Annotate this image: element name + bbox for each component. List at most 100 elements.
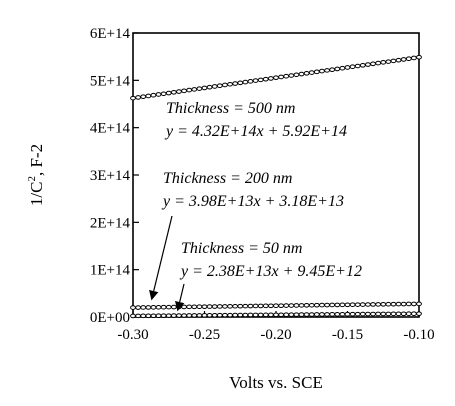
data-point — [416, 301, 422, 307]
data-point — [365, 62, 371, 67]
data-point — [242, 303, 249, 309]
data-point — [339, 311, 346, 317]
data-point — [145, 313, 152, 319]
data-point — [181, 304, 187, 310]
y-tick-label: 3E+14 — [90, 168, 131, 184]
data-point — [247, 312, 254, 318]
data-point — [196, 304, 203, 310]
data-point — [135, 305, 142, 310]
data-point — [257, 312, 264, 318]
annotation-500nm-equation: y = 4.32E+14x + 5.92E+14 — [164, 123, 347, 140]
data-point — [262, 76, 269, 82]
data-point — [395, 311, 402, 317]
data-point — [135, 95, 142, 100]
y-tick-label: 0E+00 — [90, 310, 130, 326]
data-point — [267, 312, 274, 318]
x-tick-label: -0.10 — [403, 327, 434, 343]
data-point — [165, 304, 172, 310]
data-point — [283, 312, 290, 317]
data-point — [319, 68, 325, 74]
data-point — [380, 311, 387, 317]
data-point — [365, 311, 371, 317]
data-point — [165, 90, 172, 96]
data-point — [283, 303, 290, 308]
data-point — [191, 87, 198, 92]
data-point — [262, 303, 269, 309]
data-point — [252, 78, 259, 83]
series-1 — [130, 301, 422, 310]
x-axis-title: Volts vs. SCE — [229, 373, 323, 392]
data-point — [206, 313, 213, 318]
data-point — [359, 302, 366, 307]
x-tick-label: -0.15 — [332, 327, 363, 343]
data-point — [206, 304, 213, 309]
data-point — [400, 57, 407, 62]
data-point — [186, 87, 193, 93]
data-point — [308, 70, 315, 75]
data-point — [380, 302, 387, 307]
x-tick-label: -0.30 — [117, 327, 148, 343]
data-point — [344, 302, 351, 308]
data-point — [380, 60, 387, 65]
data-point — [211, 312, 218, 318]
data-point — [222, 312, 228, 318]
data-point — [222, 82, 228, 88]
data-point — [252, 312, 259, 318]
data-point — [410, 301, 417, 307]
data-point — [344, 311, 351, 317]
data-point — [196, 86, 203, 91]
data-point — [298, 303, 305, 308]
data-point — [186, 313, 193, 318]
y-axis: 0E+00 1E+14 2E+14 3E+14 4E+14 5E+14 6E+14 — [90, 26, 139, 326]
data-point — [170, 304, 177, 310]
data-point — [237, 80, 244, 86]
data-point — [395, 57, 402, 63]
data-point — [227, 312, 233, 318]
data-point — [319, 302, 325, 308]
data-point — [390, 301, 397, 307]
data-point — [405, 301, 412, 307]
data-point — [334, 66, 341, 72]
data-point — [395, 301, 402, 307]
x-tick-label: -0.25 — [189, 327, 220, 343]
series-0 — [130, 54, 422, 101]
data-point — [160, 313, 167, 318]
data-point — [176, 89, 182, 94]
y-axis-title: 1/C2, F-2 — [26, 144, 46, 206]
data-point — [339, 302, 346, 308]
data-point — [206, 84, 213, 90]
x-tick-label: -0.20 — [260, 327, 291, 343]
y-tick-label: 2E+14 — [90, 215, 131, 231]
data-point — [344, 65, 351, 70]
data-point — [165, 313, 172, 318]
data-point — [308, 302, 315, 308]
data-point — [140, 94, 147, 99]
data-point — [232, 312, 239, 318]
data-point — [186, 304, 193, 310]
annotation-50nm-thickness: Thickness = 50 nm — [181, 240, 302, 257]
data-point — [293, 72, 300, 78]
data-point — [324, 312, 330, 317]
data-point — [227, 81, 233, 87]
data-point — [262, 312, 269, 318]
data-point — [247, 303, 254, 309]
data-point — [313, 312, 320, 317]
data-point — [267, 76, 274, 81]
data-point — [273, 75, 279, 80]
data-point — [416, 54, 422, 60]
data-point — [303, 303, 310, 308]
annotation-200nm-arrow — [149, 215, 173, 301]
data-point — [222, 304, 228, 309]
data-point — [293, 303, 300, 308]
data-point — [293, 312, 300, 317]
data-point — [298, 71, 305, 77]
annotation-500nm-thickness: Thickness = 500 nm — [166, 100, 295, 117]
data-point — [227, 304, 233, 309]
data-point — [170, 313, 177, 318]
data-point — [324, 68, 330, 73]
data-point — [130, 95, 136, 101]
data-point — [308, 312, 315, 317]
annotation-50nm-equation: y = 2.38E+13x + 9.45E+12 — [179, 263, 362, 280]
data-point — [130, 305, 136, 310]
y-tick-label: 5E+14 — [90, 73, 131, 89]
